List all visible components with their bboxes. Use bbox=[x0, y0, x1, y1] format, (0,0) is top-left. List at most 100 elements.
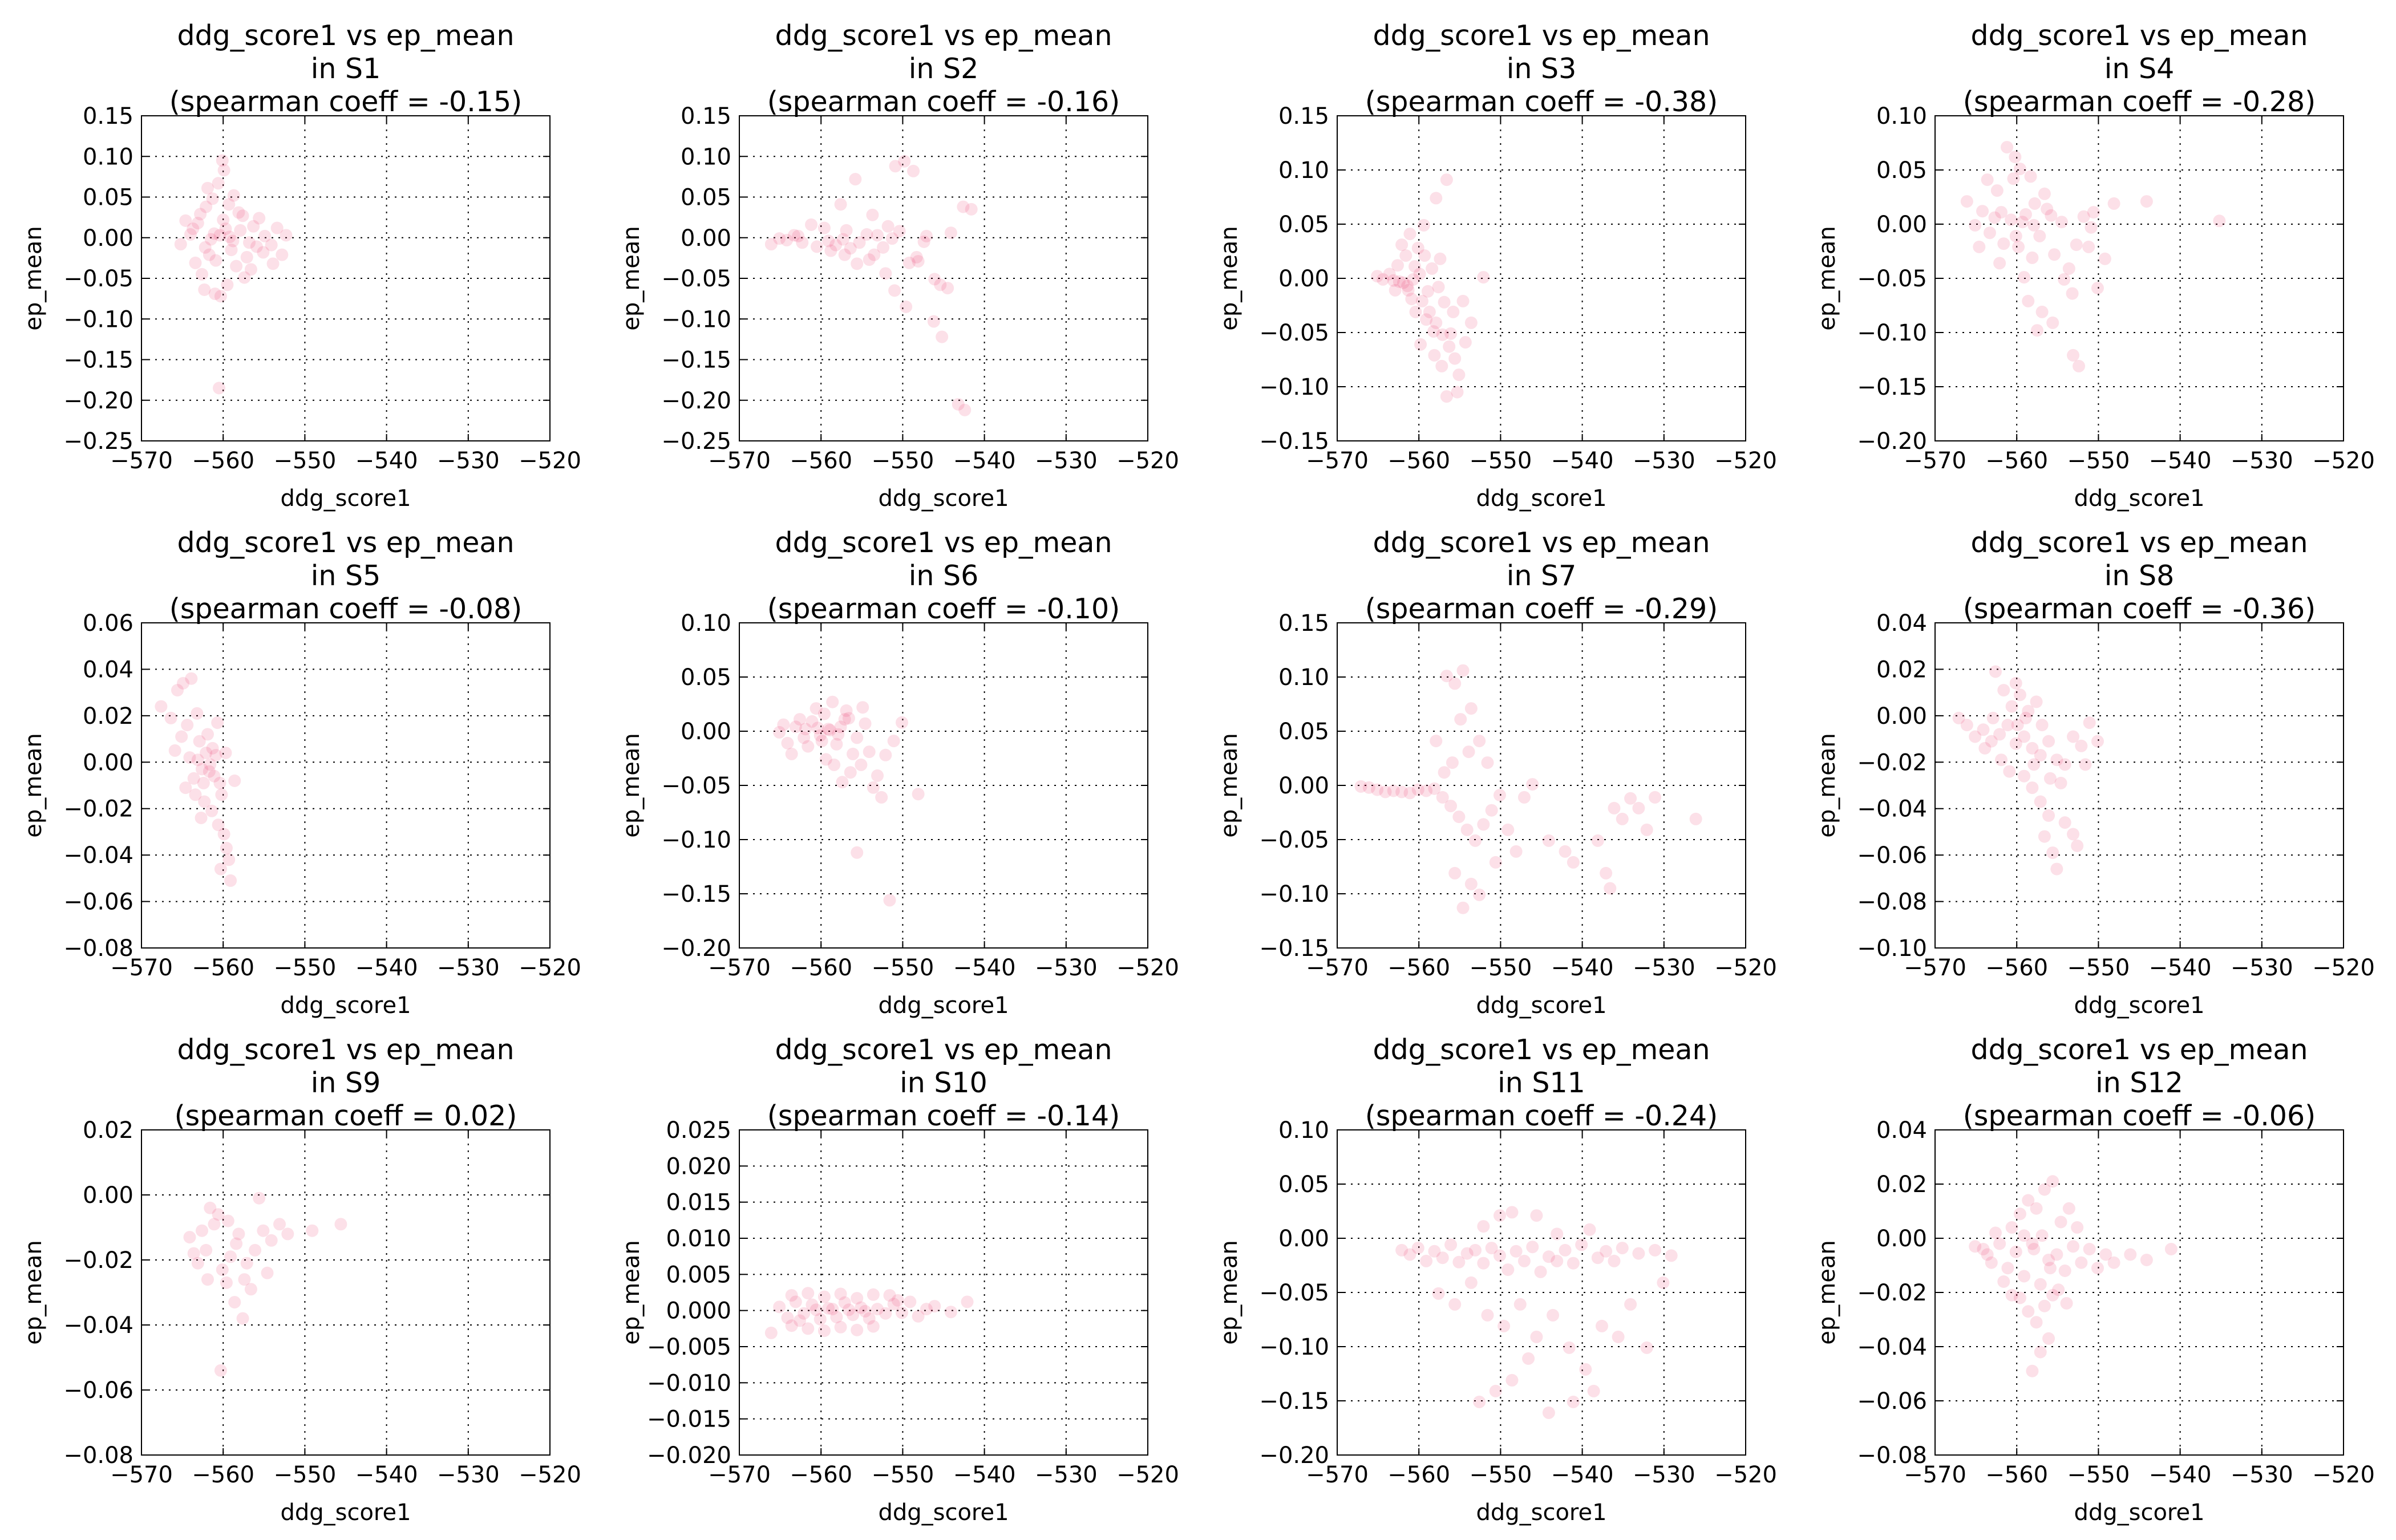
scatter-point bbox=[2022, 294, 2035, 307]
scatter-point bbox=[773, 1300, 786, 1314]
scatter-point bbox=[834, 720, 847, 733]
scatter-point bbox=[1464, 877, 1478, 890]
scatter-point bbox=[881, 220, 895, 233]
scatter-point bbox=[895, 716, 908, 729]
scatter-point bbox=[1401, 279, 1414, 293]
scatter-point bbox=[1489, 1384, 1502, 1397]
x-tick-label: −550 bbox=[2067, 448, 2130, 474]
scatter-series bbox=[1371, 173, 1490, 403]
scatter-point bbox=[2018, 1229, 2031, 1242]
y-tick-label: −0.15 bbox=[1259, 1388, 1329, 1415]
scatter-point bbox=[1981, 173, 1994, 187]
scatter-point bbox=[1403, 787, 1416, 800]
scatter-point bbox=[204, 233, 217, 246]
scatter-point bbox=[174, 238, 187, 251]
scatter-point bbox=[1960, 195, 1973, 208]
scatter-point bbox=[217, 828, 230, 841]
subplot-s2: ddg_score1 vs ep_mean in S2 (spearman coef… bbox=[618, 19, 1179, 512]
scatter-point bbox=[2058, 1265, 2071, 1277]
x-tick-label: −560 bbox=[1985, 448, 2048, 474]
y-tick-label: 0.10 bbox=[681, 610, 731, 637]
scatter-point bbox=[1456, 901, 1470, 914]
scatter-point bbox=[2026, 781, 2039, 795]
scatter-series bbox=[155, 672, 241, 887]
x-tick-label: −520 bbox=[2312, 955, 2375, 981]
scatter-point bbox=[2013, 163, 2026, 176]
x-tick-label: −570 bbox=[1306, 955, 1369, 981]
scatter-point bbox=[1371, 270, 1384, 283]
scatter-point bbox=[1526, 1241, 1539, 1254]
subplot-title: ddg_score1 vs ep_mean in S4 (spearman coef… bbox=[1963, 19, 2316, 118]
scatter-point bbox=[1657, 1276, 1670, 1289]
scatter-point bbox=[191, 753, 204, 767]
scatter-point bbox=[2124, 1248, 2137, 1261]
scatter-point bbox=[832, 728, 845, 741]
scatter-point bbox=[842, 1303, 855, 1316]
scatter-point bbox=[212, 818, 225, 832]
scatter-point bbox=[257, 246, 270, 259]
scatter-point bbox=[1604, 882, 1617, 895]
scatter-point bbox=[2091, 1262, 2104, 1275]
scatter-point bbox=[2027, 758, 2041, 771]
scatter-point bbox=[2042, 1332, 2055, 1345]
scatter-point bbox=[1436, 791, 1449, 804]
scatter-point bbox=[851, 1292, 864, 1305]
y-tick-label: 0.02 bbox=[1876, 656, 1927, 683]
x-tick-label: −530 bbox=[1035, 955, 1098, 981]
scatter-point bbox=[185, 672, 198, 685]
scatter-point bbox=[879, 267, 892, 280]
scatter-point bbox=[1559, 1243, 1572, 1257]
scatter-point bbox=[2041, 202, 2054, 216]
x-tick-label: −530 bbox=[2231, 1462, 2293, 1488]
scatter-point bbox=[2071, 839, 2084, 852]
scatter-point bbox=[2060, 1297, 2073, 1310]
scatter-point bbox=[187, 222, 200, 236]
y-axis-label: ep_mean bbox=[618, 226, 645, 330]
scatter-point bbox=[1464, 316, 1478, 329]
x-tick-label: −560 bbox=[790, 955, 852, 981]
scatter-point bbox=[1397, 276, 1410, 289]
y-tick-label: −0.15 bbox=[661, 881, 731, 907]
scatter-point bbox=[2058, 758, 2071, 771]
scatter-point bbox=[810, 1303, 823, 1316]
scatter-point bbox=[193, 735, 206, 748]
y-tick-label: −0.02 bbox=[1857, 1280, 1927, 1306]
scatter-point bbox=[928, 1300, 941, 1313]
scatter-point bbox=[811, 240, 824, 253]
scatter-point bbox=[958, 403, 972, 416]
scatter-point bbox=[2038, 1299, 2051, 1312]
scatter-point bbox=[1460, 823, 1474, 836]
y-tick-label: −0.15 bbox=[1259, 428, 1329, 455]
x-tick-label: −570 bbox=[110, 1462, 173, 1488]
y-axis-label: ep_mean bbox=[1216, 226, 1242, 330]
x-tick-label: −570 bbox=[1904, 1462, 1966, 1488]
scatter-point bbox=[257, 1224, 270, 1237]
scatter-point bbox=[785, 747, 798, 760]
subplot-title: ddg_score1 vs ep_mean in S1 (spearman coef… bbox=[169, 19, 523, 118]
x-tick-label: −520 bbox=[1714, 955, 1777, 981]
scatter-point bbox=[1387, 274, 1400, 287]
scatter-point bbox=[244, 263, 257, 276]
scatter-series bbox=[1960, 141, 2226, 372]
y-tick-label: 0.10 bbox=[681, 144, 731, 170]
scatter-point bbox=[1473, 1395, 1486, 1408]
scatter-point bbox=[2140, 1254, 2153, 1266]
scatter-point bbox=[1579, 1363, 1592, 1376]
scatter-point bbox=[2071, 1221, 2084, 1234]
y-tick-label: 0.02 bbox=[1876, 1172, 1927, 1198]
scatter-series bbox=[764, 1287, 974, 1339]
scatter-point bbox=[1689, 812, 1702, 825]
x-tick-label: −550 bbox=[871, 955, 934, 981]
scatter-point bbox=[187, 772, 200, 785]
y-tick-label: −0.10 bbox=[1259, 374, 1329, 400]
x-tick-label: −530 bbox=[1035, 448, 1098, 474]
x-tick-label: −570 bbox=[1306, 448, 1369, 474]
scatter-point bbox=[2018, 271, 2031, 284]
subplot-s3: ddg_score1 vs ep_mean in S3 (spearman coef… bbox=[1216, 19, 1777, 512]
scatter-point bbox=[1960, 719, 1973, 732]
y-tick-label: 0.05 bbox=[681, 664, 731, 691]
scatter-point bbox=[209, 749, 222, 762]
scatter-point bbox=[2067, 1240, 2080, 1253]
scatter-point bbox=[1460, 1247, 1474, 1260]
scatter-series bbox=[183, 1192, 347, 1377]
